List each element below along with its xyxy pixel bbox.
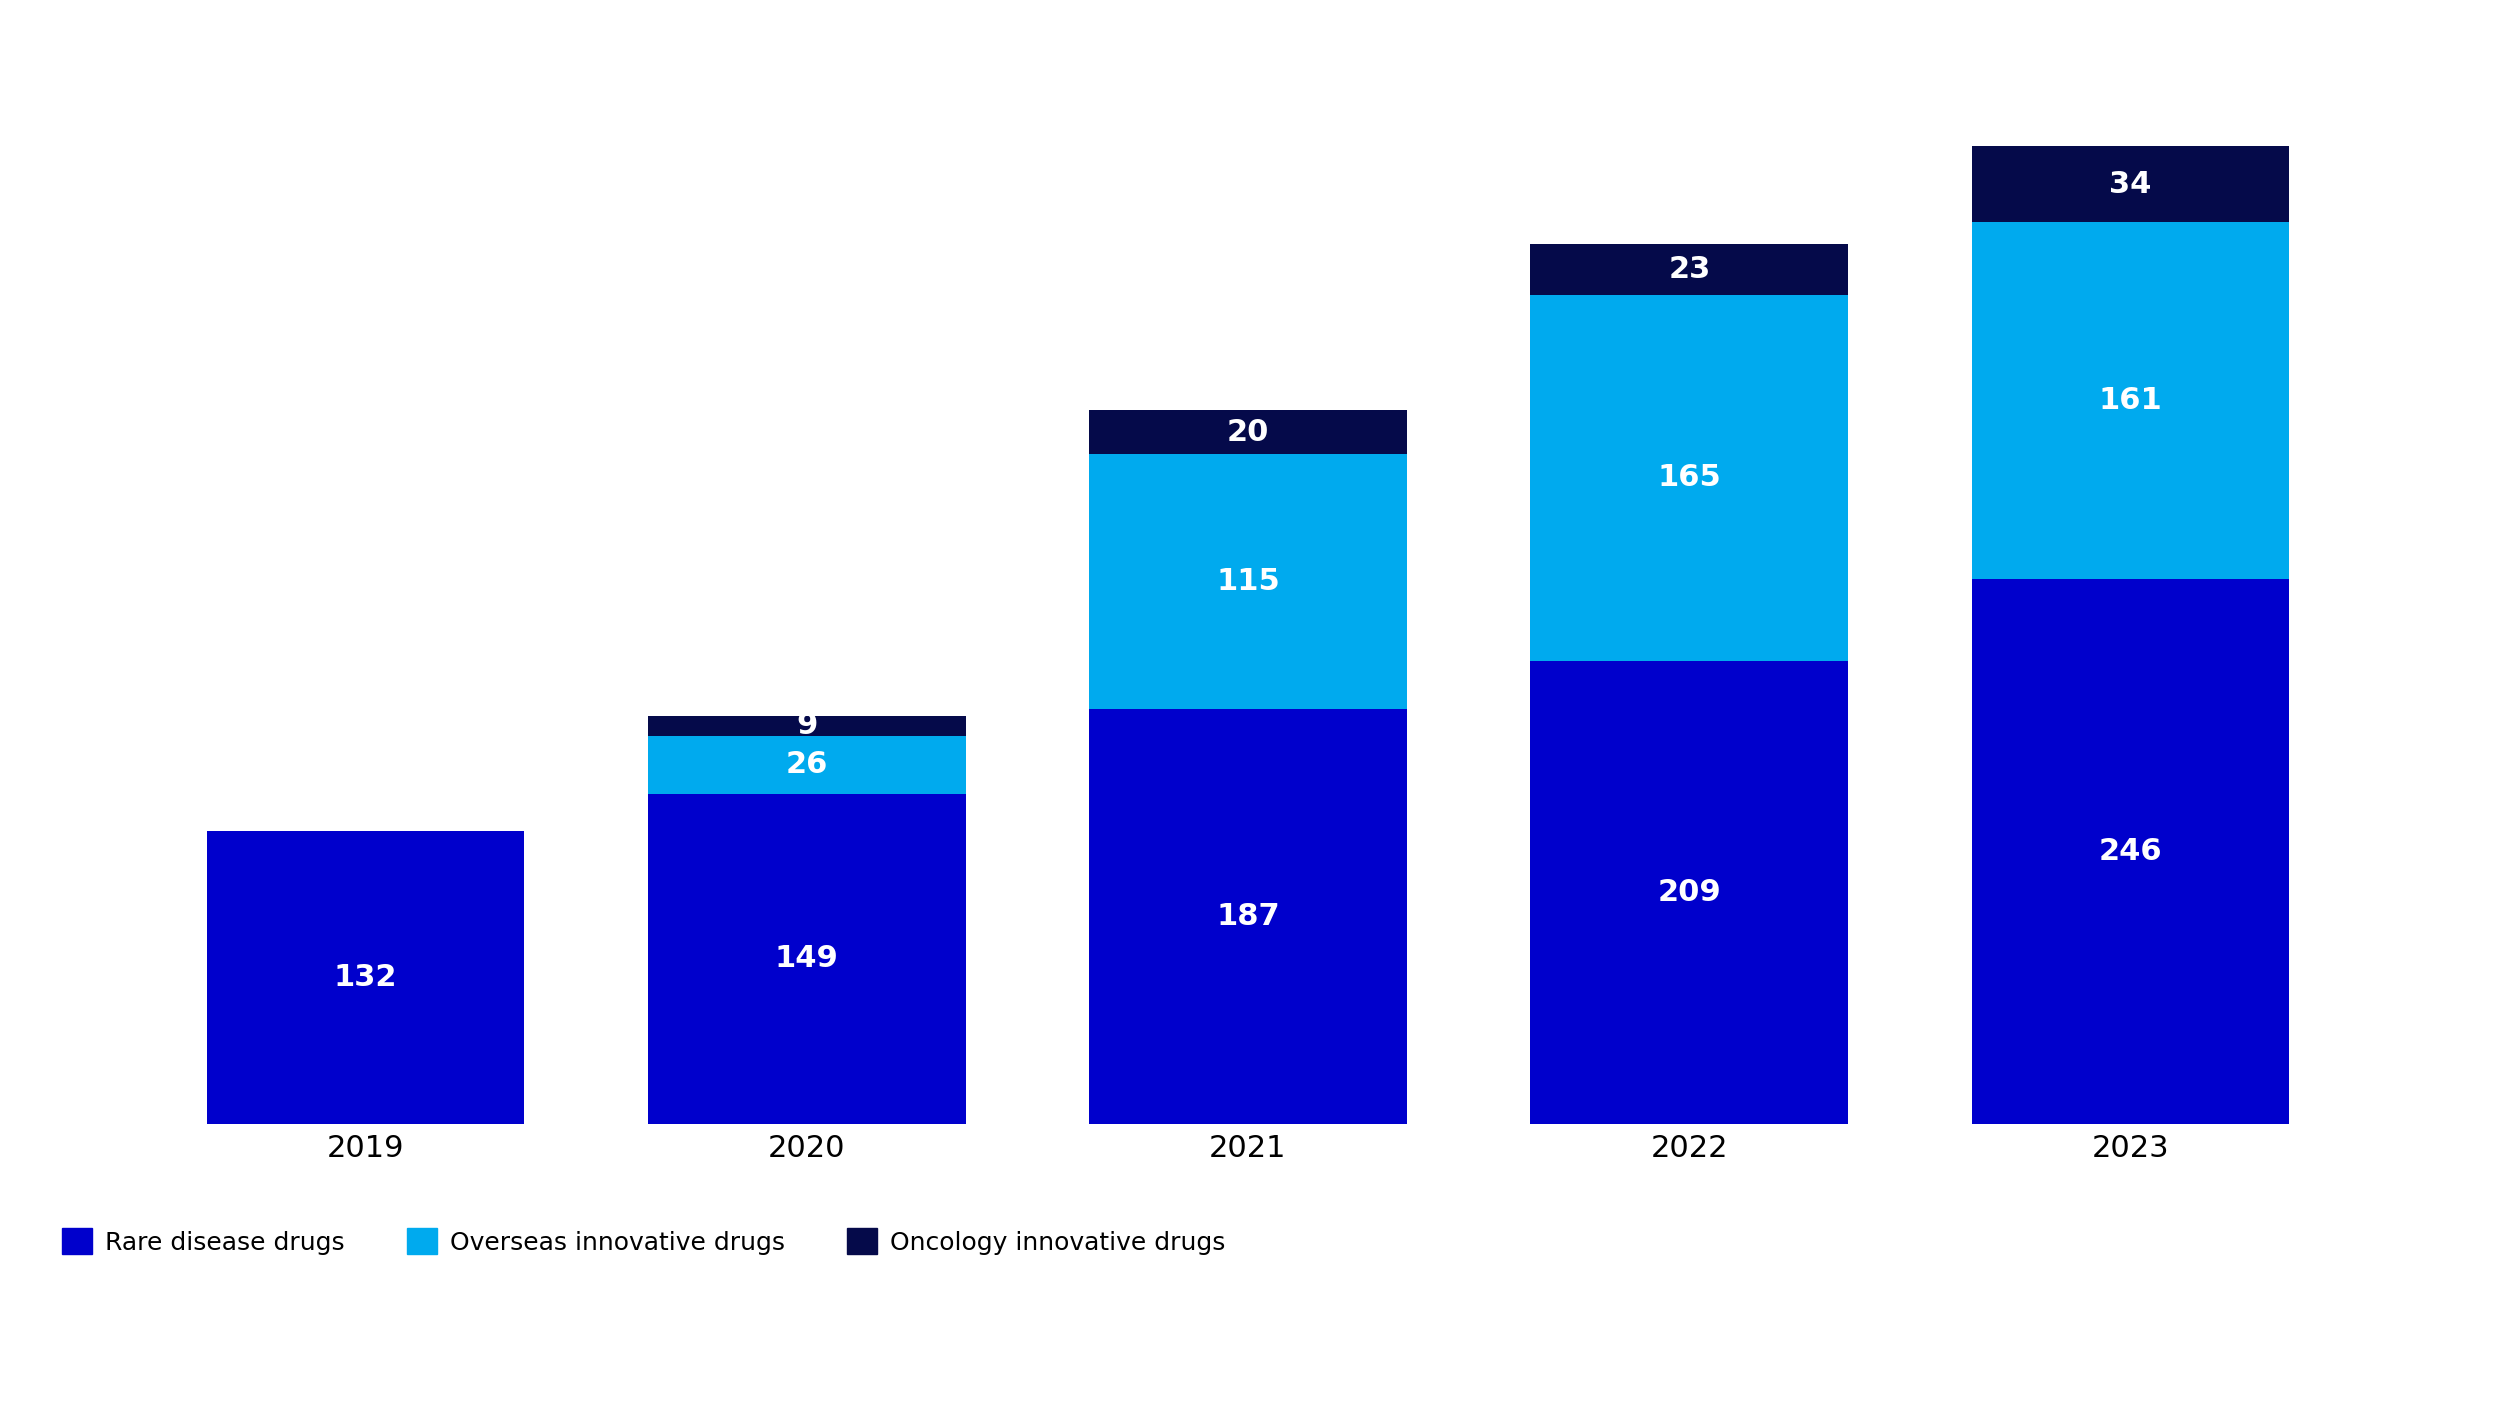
Bar	[1088, 410, 1408, 455]
Text: 132: 132	[334, 963, 397, 993]
Text: 149: 149	[774, 943, 839, 973]
Text: 26: 26	[786, 750, 829, 779]
Text: 20: 20	[1228, 418, 1268, 446]
Bar	[649, 716, 966, 736]
Text: 187: 187	[1216, 901, 1280, 931]
Legend: Rare disease drugs, Overseas innovative drugs, Oncology innovative drugs: Rare disease drugs, Overseas innovative …	[52, 1219, 1236, 1265]
Text: 34: 34	[2109, 170, 2152, 198]
Bar	[1972, 222, 2289, 578]
Bar	[1088, 709, 1408, 1123]
Bar	[1530, 244, 1847, 295]
Bar	[649, 793, 966, 1123]
Text: 165: 165	[1657, 463, 1722, 493]
Bar	[207, 831, 524, 1123]
Bar	[1972, 146, 2289, 222]
Bar	[1530, 295, 1847, 660]
Bar	[1088, 455, 1408, 709]
Text: 209: 209	[1657, 878, 1722, 907]
Text: 161: 161	[2099, 386, 2162, 414]
Text: 9: 9	[796, 712, 816, 740]
Bar	[649, 736, 966, 793]
Text: 115: 115	[1216, 567, 1280, 597]
Text: 246: 246	[2099, 837, 2162, 866]
Text: 23: 23	[1667, 256, 1710, 284]
Bar	[1972, 578, 2289, 1123]
Bar	[1530, 660, 1847, 1123]
